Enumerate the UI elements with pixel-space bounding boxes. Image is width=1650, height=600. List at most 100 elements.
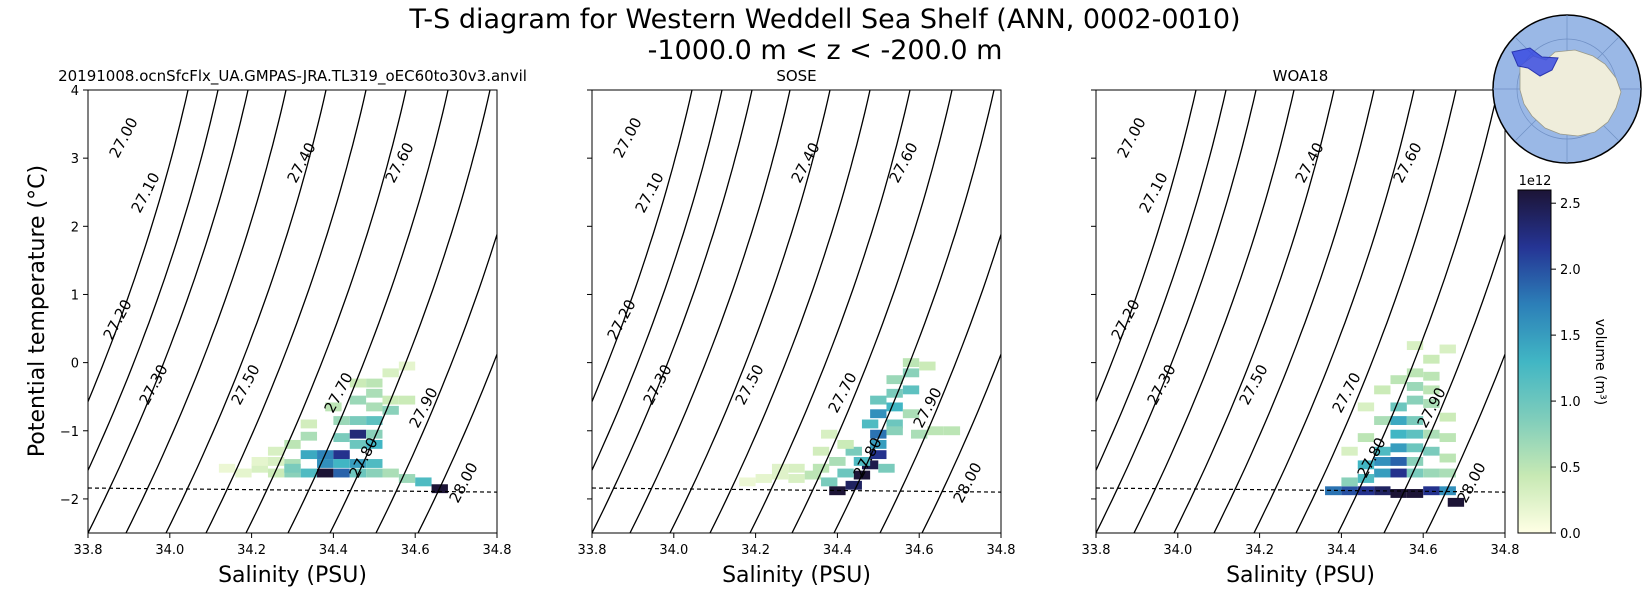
heatmap-cell	[1390, 416, 1407, 425]
colorbar-tick-label: 2.0	[1560, 263, 1581, 278]
heatmap-cell	[317, 459, 334, 468]
contour-label: 27.40	[1292, 139, 1328, 185]
heatmap-cell	[349, 459, 367, 468]
heatmap-cell	[317, 468, 334, 478]
contour-label: 28.00	[1454, 459, 1490, 505]
heatmap-cell	[927, 426, 944, 436]
heatmap-cell	[366, 402, 383, 412]
heatmap-cell	[267, 468, 285, 478]
heatmap-cell	[300, 450, 318, 460]
heatmap-cell	[1439, 486, 1456, 496]
heatmap-cell	[218, 463, 236, 473]
heatmap-cell	[349, 416, 367, 425]
x-axis-label: Salinity (PSU)	[1226, 563, 1375, 588]
heatmap-cell	[739, 477, 756, 487]
heatmap-cell	[1357, 474, 1375, 483]
contour-label: 27.40	[788, 139, 824, 185]
axes-frame	[87, 89, 498, 534]
density-contour	[921, 352, 1001, 533]
density-contour	[165, 90, 327, 533]
contour-label: 28.00	[950, 459, 986, 505]
density-contours	[1096, 90, 1505, 533]
heatmap-cell	[1406, 416, 1424, 425]
heatmap-cell	[845, 480, 862, 490]
heatmap-cell	[1374, 416, 1391, 425]
heatmap-cell	[251, 463, 268, 473]
heatmap-cell	[1357, 460, 1375, 470]
density-contour	[1133, 90, 1295, 533]
heatmap-cell	[845, 446, 862, 456]
heatmap-cell	[1374, 457, 1391, 466]
heatmap-cell	[878, 463, 895, 473]
heatmap-cell	[1390, 402, 1407, 412]
heatmap-cell	[366, 378, 383, 388]
heatmap-cell	[300, 431, 318, 441]
contour-label: 28.00	[446, 459, 482, 505]
heatmap-cell	[1406, 468, 1424, 478]
density-contour	[205, 90, 367, 533]
heatmap-cell	[382, 405, 399, 415]
heatmap-cell	[1423, 354, 1440, 364]
heatmap-cell	[349, 378, 367, 388]
density-contour	[1096, 90, 1227, 472]
heatmap-cell	[1439, 468, 1456, 478]
heatmap-cell	[1439, 344, 1456, 354]
axes-frame	[1095, 89, 1506, 534]
density-contour	[592, 90, 693, 404]
heatmap-cell	[333, 433, 350, 443]
colorbar-tick-label: 0.5	[1560, 461, 1581, 476]
x-tick-label: 34.0	[659, 543, 688, 558]
density-contour	[669, 90, 831, 533]
y-tick-label: −2	[60, 493, 79, 508]
density-contour	[833, 90, 995, 533]
contour-label: 27.10	[632, 169, 668, 215]
heatmap-cell	[812, 446, 830, 456]
x-axis-label: Salinity (PSU)	[218, 563, 367, 588]
heatmap-cell	[1406, 368, 1424, 378]
heatmap-cell	[349, 395, 367, 405]
y-axis-label: Potential temperature (°C)	[25, 165, 50, 457]
contour-label: 27.30	[640, 361, 676, 407]
heatmap-cell	[284, 463, 301, 473]
density-contour	[709, 90, 871, 533]
heatmap-cell	[1390, 468, 1407, 478]
density-contour	[1425, 352, 1505, 533]
x-tick-label: 33.8	[1082, 543, 1111, 558]
contour-label: 27.90	[406, 384, 442, 430]
x-tick-label: 34.8	[987, 543, 1016, 558]
contour-label: 27.60	[886, 139, 922, 185]
x-tick-label: 34.0	[155, 543, 184, 558]
heatmap-cell	[771, 470, 789, 480]
contour-label: 27.60	[382, 139, 418, 185]
heatmap-cell	[1357, 433, 1375, 443]
density-contour	[879, 232, 1001, 533]
x-tick-label: 34.4	[823, 543, 852, 558]
heatmap-cell	[300, 419, 318, 429]
heatmap-cell	[333, 468, 350, 478]
density-contour	[1173, 90, 1335, 533]
freezing-line	[591, 487, 1002, 493]
contour-label: 27.00	[106, 114, 142, 160]
heatmap-cell	[366, 416, 383, 425]
inset-map	[1492, 14, 1642, 164]
heatmap-cell	[1374, 385, 1391, 395]
density-contour	[791, 90, 953, 533]
heatmap-cell	[333, 416, 350, 425]
x-tick-label: 33.8	[74, 543, 103, 558]
y-tick-label: −1	[60, 425, 79, 440]
colorbar-exponent: 1e12	[1519, 174, 1552, 189]
heatmap-cell	[366, 429, 383, 439]
contour-label: 27.30	[136, 361, 172, 407]
heatmap-cell	[886, 426, 903, 436]
heatmap-cell	[382, 468, 399, 478]
heatmap-cell	[1374, 486, 1391, 496]
heatmap-cell	[1423, 371, 1440, 381]
heatmap-cell	[333, 450, 350, 460]
x-tick-label: 34.0	[1163, 543, 1192, 558]
y-tick-label: 1	[71, 288, 79, 303]
heatmap-cell	[349, 429, 367, 439]
x-axis-label: Salinity (PSU)	[722, 563, 871, 588]
heatmap-cell	[902, 368, 920, 378]
figure-title-line2: -1000.0 m < z < -200.0 m	[648, 35, 1003, 66]
panel-sose: SOSE27.0027.1027.2027.3027.4027.5027.602…	[578, 67, 1016, 588]
